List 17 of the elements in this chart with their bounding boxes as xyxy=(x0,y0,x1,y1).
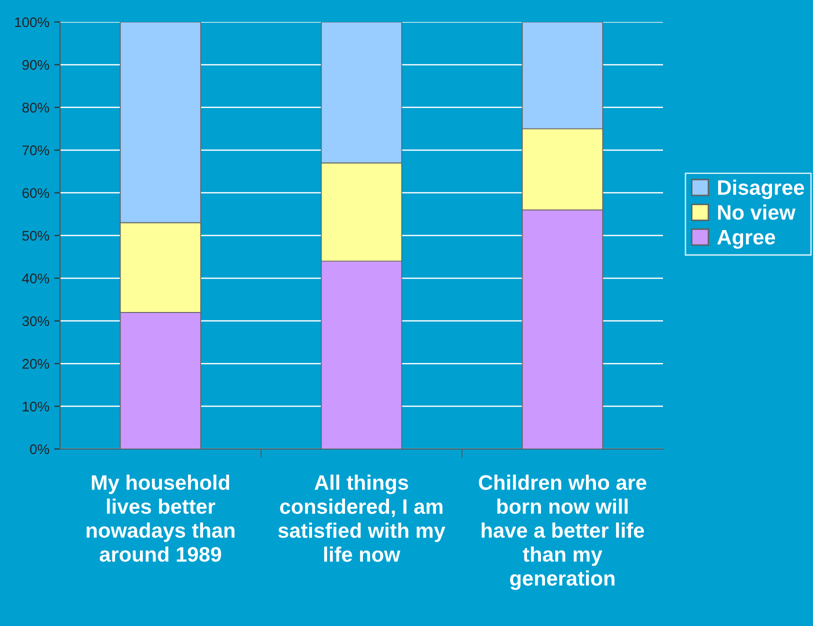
y-tick-label: 60% xyxy=(22,188,50,198)
x-tick-label: Children who are born now will have a better life than my generation xyxy=(478,474,646,590)
y-tick-label: 80% xyxy=(22,102,50,113)
legend-label: Disagree xyxy=(718,180,804,200)
y-tick-label: 40% xyxy=(22,274,50,284)
y-tick-label: 100% xyxy=(15,17,50,28)
legend-label: Agree xyxy=(717,230,776,249)
x-tick-label: All things considered, I am satisfied with my life now xyxy=(278,474,446,562)
y-tick-label: 0% xyxy=(30,444,50,454)
y-tick-label: 10% xyxy=(22,402,50,412)
y-tick-label: 50% xyxy=(22,230,50,241)
x-tick-label: My household lives better nowadays than around 1989 xyxy=(86,474,234,562)
y-tick-label: 30% xyxy=(22,316,50,326)
y-tick-label: 20% xyxy=(22,358,50,369)
y-tick-label: 90% xyxy=(22,60,50,70)
y-tick-label: 70% xyxy=(22,145,50,156)
legend-label: No view xyxy=(718,204,796,220)
